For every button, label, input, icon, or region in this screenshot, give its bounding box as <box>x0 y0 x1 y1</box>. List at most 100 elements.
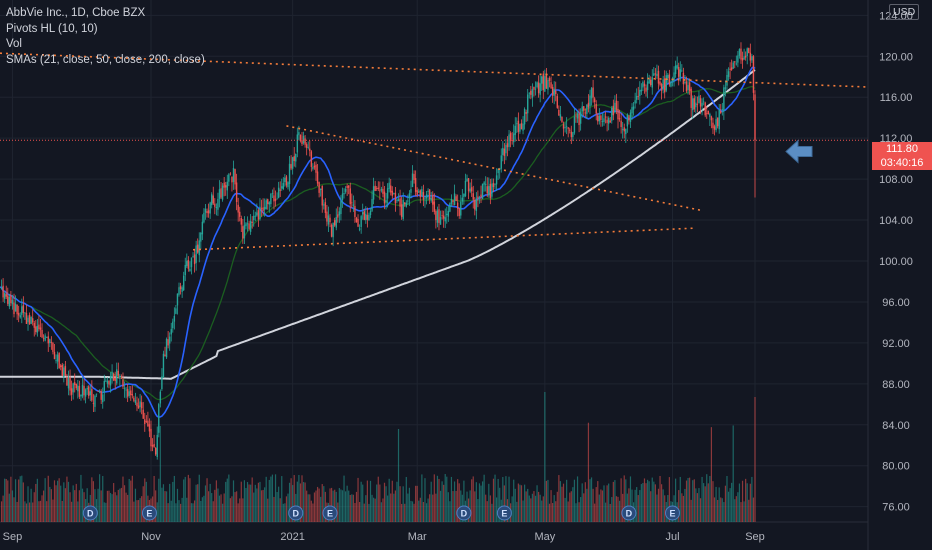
volume-bar <box>131 475 133 522</box>
y-tick-label: 96.00 <box>882 297 910 309</box>
volume-bar <box>337 502 339 522</box>
candle-body <box>184 264 186 276</box>
volume-bar <box>657 488 660 522</box>
volume-bar <box>323 486 325 522</box>
candle-body <box>41 329 43 338</box>
volume-bar <box>387 495 389 522</box>
candle-body <box>441 215 443 217</box>
volume-bar <box>315 490 317 522</box>
volume-bar <box>299 483 302 522</box>
volume-bar <box>306 490 308 522</box>
candle-body <box>391 190 393 196</box>
volume-bar <box>682 495 684 522</box>
candle-body <box>321 185 323 206</box>
volume-bar <box>4 478 6 522</box>
candle-body <box>214 203 216 207</box>
candle-body <box>324 202 327 213</box>
candle-body <box>312 167 314 169</box>
volume-bar <box>589 479 591 522</box>
candle-body <box>10 295 12 304</box>
candle-body <box>335 217 337 228</box>
y-tick-label: 120.00 <box>879 51 913 63</box>
x-tick-label: Nov <box>141 531 161 543</box>
candle-body <box>648 78 650 84</box>
volume-bar <box>141 496 143 522</box>
volume-bar <box>334 489 336 522</box>
volume-bar <box>408 487 411 522</box>
candle-body <box>11 299 14 305</box>
volume-bar <box>531 493 533 522</box>
volume-bar <box>732 425 734 522</box>
candle-body <box>47 336 49 344</box>
volume-bar <box>734 499 736 522</box>
volume-bar <box>643 478 646 522</box>
candle-body <box>348 185 350 188</box>
candle-body <box>651 77 653 88</box>
candle-body <box>170 329 172 335</box>
candle-body <box>148 424 151 432</box>
candle-body <box>103 380 105 393</box>
candle-body <box>749 52 752 61</box>
candle-body <box>344 188 347 192</box>
candle-body <box>8 296 11 307</box>
candle-body <box>706 113 708 115</box>
volume-bar <box>192 503 194 522</box>
candle-body <box>581 106 583 112</box>
candle-body <box>323 204 325 206</box>
volume-bar <box>242 498 244 522</box>
candle-body <box>167 339 169 346</box>
volume-bar <box>56 480 59 522</box>
volume-bar <box>376 484 378 522</box>
volume-bar <box>362 484 364 522</box>
candle-body <box>565 126 568 128</box>
volume-bar <box>92 481 95 522</box>
currency-badge[interactable]: USD <box>889 4 920 20</box>
candle-body <box>144 419 146 425</box>
candle-body <box>567 127 569 129</box>
candle-body <box>234 169 236 185</box>
volume-bar <box>567 501 569 522</box>
candle-body <box>111 371 113 378</box>
event-marker-label: D <box>626 509 633 519</box>
volume-bar <box>746 483 748 522</box>
volume-bar <box>754 397 756 522</box>
volume-bar <box>575 503 577 522</box>
candle-body <box>469 188 471 192</box>
volume-bar <box>704 486 706 522</box>
candle-body <box>105 380 107 382</box>
volume-bar <box>576 476 579 522</box>
candle-body <box>265 200 267 210</box>
volume-bar <box>457 479 459 522</box>
candle-body <box>200 232 202 242</box>
candle-body <box>455 196 457 202</box>
volume-bar <box>544 392 546 522</box>
volume-bar <box>489 495 491 522</box>
volume-bar <box>229 498 231 522</box>
volume-bar <box>268 479 270 522</box>
candle-body <box>112 374 115 381</box>
candle-body <box>2 285 4 298</box>
volume-bar <box>5 478 7 522</box>
candle-body <box>425 194 428 199</box>
volume-bar <box>474 491 476 522</box>
volume-bar <box>273 496 275 522</box>
candle-body <box>130 390 132 396</box>
volume-bar <box>597 481 599 522</box>
candle-body <box>291 157 294 169</box>
volume-bar <box>130 480 132 522</box>
candle-body <box>491 183 493 197</box>
volume-bar <box>357 477 359 522</box>
candle-body <box>684 81 686 83</box>
candle-body <box>621 129 624 130</box>
y-tick-label: 92.00 <box>882 338 910 350</box>
candle-body <box>235 182 238 203</box>
volume-bar <box>64 488 66 522</box>
candle-body <box>595 103 597 114</box>
candle-body <box>137 405 140 409</box>
volume-bar <box>718 487 720 522</box>
candle-body <box>310 151 313 167</box>
volume-bar <box>282 503 284 522</box>
volume-bar <box>11 490 14 522</box>
volume-bar <box>564 497 566 522</box>
